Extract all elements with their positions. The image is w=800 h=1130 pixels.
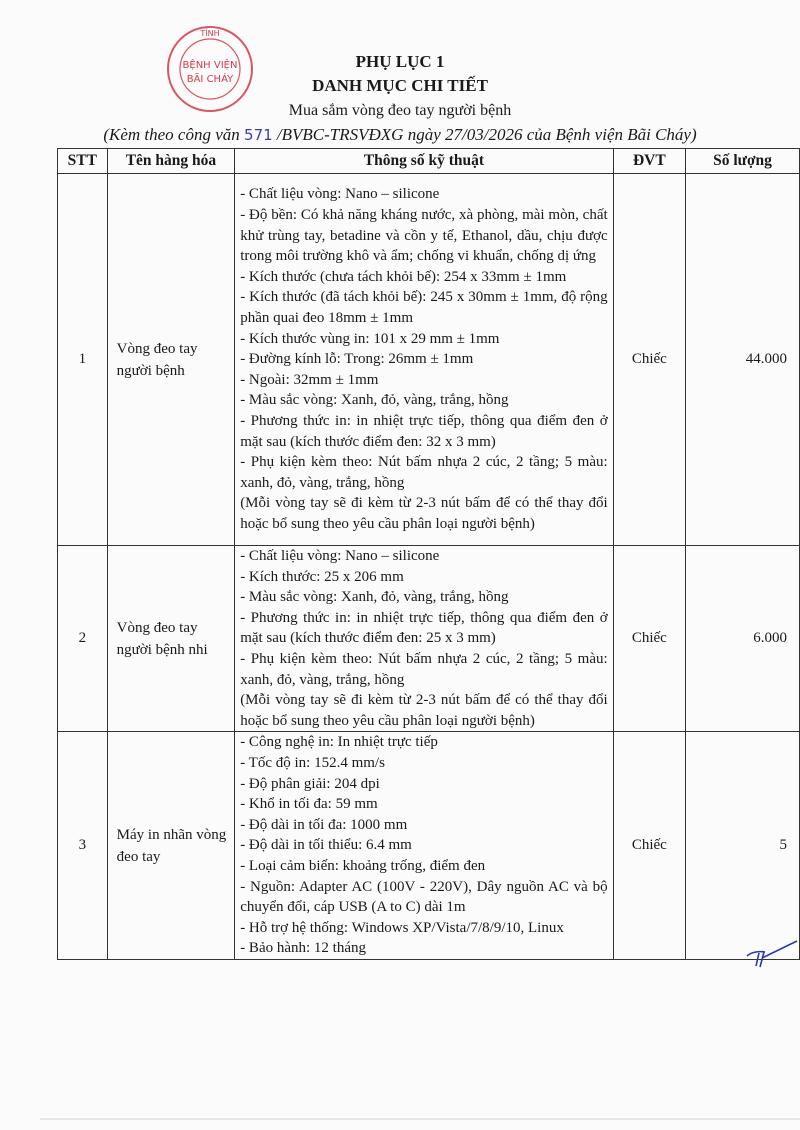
- items-table: STT Tên hàng hóa Thông số kỹ thuật ĐVT S…: [57, 148, 800, 960]
- spec-line: - Nguồn: Adapter AC (100V - 220V), Dây n…: [240, 878, 608, 916]
- handwritten-doc-number: 571: [244, 126, 273, 144]
- spec-line: - Chất liệu vòng: Nano – silicone: [240, 186, 440, 203]
- spec-line: - Độ bền: Có khả năng kháng nước, xà phò…: [240, 207, 608, 265]
- spec-line: - Khổ in tối đa: 59 mm: [240, 796, 378, 813]
- col-name: Tên hàng hóa: [106, 148, 236, 174]
- row-qty: 6.000: [685, 544, 800, 733]
- appendix-title: PHỤ LỤC 1: [355, 52, 445, 71]
- reference-line: (Kèm theo công văn 571 /BVBC-TRSVĐXG ngà…: [0, 125, 800, 145]
- row-qty: 5: [685, 731, 800, 960]
- spec-line: - Kích thước (đã tách khỏi bế): 245 x 30…: [240, 289, 608, 327]
- stamp-text-mid: BỆNH VIỆN: [183, 58, 238, 71]
- spec-line: - Màu sắc vòng: Xanh, đỏ, vàng, trắng, h…: [240, 589, 509, 606]
- item-name-text: Máy in nhãn vòng đeo tay: [116, 826, 227, 865]
- row-stt: 1: [57, 173, 108, 546]
- table-row: 1 Vòng đeo tay người bệnh - Chất liệu vòng…: [57, 173, 800, 546]
- table-header-row: STT Tên hàng hóa Thông số kỹ thuật ĐVT S…: [57, 148, 800, 174]
- row-specs: - Chất liệu vòng: Nano – silicone - Độ bề…: [234, 173, 614, 546]
- scan-artifact-line: [40, 1118, 800, 1120]
- initials-signature: [746, 940, 798, 968]
- spec-line: - Tốc độ in: 152.4 mm/s: [240, 754, 385, 771]
- spec-line: - Phụ kiện kèm theo: Nút bấm nhựa 2 cúc,…: [240, 650, 608, 688]
- stamp-text-bottom: BÃI CHÁY: [187, 72, 234, 85]
- spec-line: - Loại cảm biến: khoảng trống, điểm đen: [240, 857, 486, 874]
- item-name-text: Vòng đeo tay người bệnh nhi: [116, 619, 208, 658]
- col-specs: Thông số kỹ thuật: [234, 148, 614, 174]
- spec-line: - Ngoài: 32mm ± 1mm: [240, 371, 379, 388]
- row-stt: 3: [57, 731, 108, 960]
- row-specs: - Chất liệu vòng: Nano – silicone - Kích …: [234, 544, 614, 733]
- spec-line: - Công nghệ in: In nhiệt trực tiếp: [240, 734, 438, 751]
- list-title: DANH MỤC CHI TIẾT: [312, 76, 488, 95]
- row-unit: Chiếc: [612, 544, 687, 733]
- spec-line: - Kích thước vùng in: 101 x 29 mm ± 1mm: [240, 330, 500, 347]
- spec-line: (Mỗi vòng tay sẽ đi kèm từ 2-3 nút bấm đ…: [240, 692, 608, 729]
- ref-prefix: (Kèm theo công văn: [103, 125, 245, 144]
- spec-line: - Phương thức in: in nhiệt trực tiếp, th…: [240, 412, 608, 450]
- item-name-text: Vòng đeo tay người bệnh: [116, 340, 198, 379]
- row-unit: Chiếc: [612, 173, 687, 546]
- spec-line: - Phương thức in: in nhiệt trực tiếp, th…: [240, 609, 608, 647]
- table-row: 3 Máy in nhãn vòng đeo tay - Công nghệ in:…: [57, 731, 800, 960]
- row-item-name: Vòng đeo tay người bệnh: [106, 173, 236, 546]
- col-unit: ĐVT: [612, 148, 687, 174]
- spec-line: - Độ phân giải: 204 dpi: [240, 775, 380, 792]
- hospital-seal-stamp: TỈNH BỆNH VIỆN BÃI CHÁY: [167, 26, 253, 112]
- row-item-name: Vòng đeo tay người bệnh nhi: [106, 544, 236, 733]
- spec-line: - Hỗ trợ hệ thống: Windows XP/Vista/7/8/…: [240, 919, 564, 936]
- spec-line: - Độ dài in tối thiểu: 6.4 mm: [240, 837, 412, 854]
- spec-line: - Đường kính lỗ: Trong: 26mm ± 1mm: [240, 351, 474, 368]
- spec-line: - Kích thước: 25 x 206 mm: [240, 568, 404, 585]
- col-qty: Số lượng: [685, 148, 800, 174]
- row-specs: - Công nghệ in: In nhiệt trực tiếp - Tốc …: [234, 731, 614, 960]
- subtitle: Mua sắm vòng đeo tay người bệnh: [288, 102, 512, 119]
- row-stt: 2: [57, 544, 108, 733]
- spec-line: - Bảo hành: 12 tháng: [240, 940, 366, 957]
- row-unit: Chiếc: [612, 731, 687, 960]
- spec-line: - Độ dài in tối đa: 1000 mm: [240, 816, 408, 833]
- spec-line: - Phụ kiện kèm theo: Nút bấm nhựa 2 cúc,…: [240, 454, 608, 491]
- row-qty: 44.000: [685, 173, 800, 546]
- row-item-name: Máy in nhãn vòng đeo tay: [106, 731, 236, 960]
- stamp-text-top: TỈNH: [199, 27, 219, 38]
- ref-suffix: /BVBC-TRSVĐXG ngày 27/03/2026 của Bệnh v…: [272, 125, 697, 144]
- spec-line: - Màu sắc vòng: Xanh, đỏ, vàng, trắng, h…: [240, 392, 509, 409]
- spec-line: - Kích thước (chưa tách khỏi bế): 254 x …: [240, 268, 567, 285]
- col-stt: STT: [57, 148, 108, 174]
- table-row: 2 Vòng đeo tay người bệnh nhi - Chất liệu …: [57, 544, 800, 733]
- spec-line: (Mỗi vòng tay sẽ đi kèm từ 2-3 nút bấm đ…: [240, 495, 608, 532]
- spec-line: - Chất liệu vòng: Nano – silicone: [240, 548, 440, 564]
